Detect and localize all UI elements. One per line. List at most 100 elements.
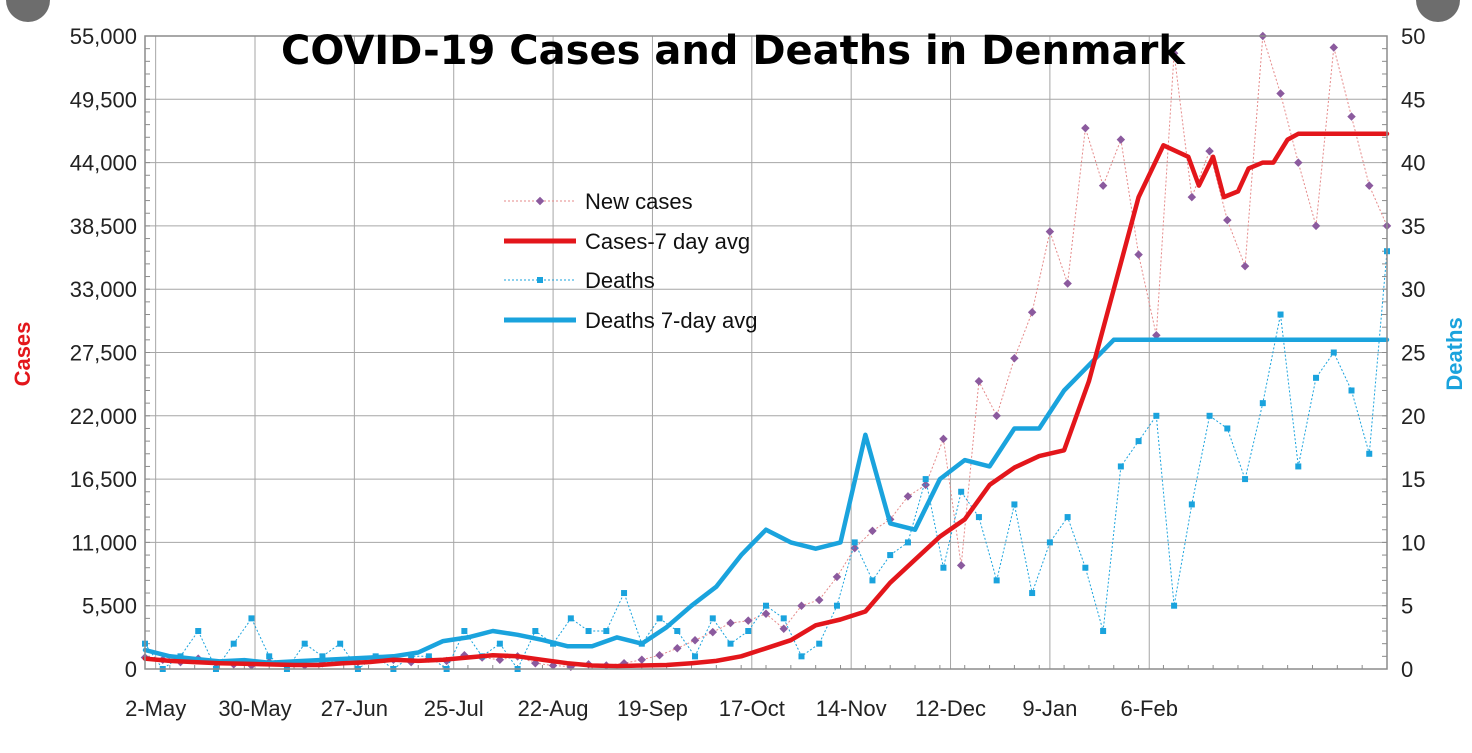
new-cases-point [1223,215,1232,225]
deaths-point [319,653,326,660]
y-left-tick-label: 38,500 [70,214,137,239]
new-cases-point [1134,250,1143,259]
window-corner-button-right[interactable] [1416,0,1460,22]
deaths-point [1011,501,1018,508]
y-right-tick-label: 50 [1401,24,1425,49]
x-tick-label: 9-Jan [1022,696,1077,721]
x-tick-label: 30-May [218,696,291,721]
deaths-point [656,615,663,622]
new-cases-point [832,572,842,582]
y-axis-left-label: Cases [10,322,35,387]
deaths-point [709,615,716,622]
y-right-tick-label: 10 [1401,530,1425,555]
deaths-point [1277,311,1284,318]
deaths-point [887,552,894,559]
deaths-point [833,602,840,609]
y-axis-right-label: Deaths [1442,317,1467,390]
y-left-tick-label: 22,000 [70,404,137,429]
deaths-point [1330,349,1337,356]
y-right-tick-label: 5 [1401,594,1413,619]
new-cases-point [1081,123,1090,133]
x-tick-label: 14-Nov [816,696,887,721]
deaths-point [1153,412,1160,419]
deaths-point [1295,463,1302,470]
y-left-tick-label: 27,500 [70,341,137,366]
deaths-point [1188,501,1195,508]
y-left-tick-label: 5,500 [82,594,137,619]
legend-label-cases-avg: Cases-7 day avg [585,229,750,254]
new-cases-point [1276,89,1285,98]
new-cases-point [797,601,806,610]
tick-labels: 0 0 5,500 5 11,000 10 16,500 15 22,000 20 27,500 25… [70,24,1426,721]
chart-title: COVID-19 Cases and Deaths in Denmark [281,28,1186,74]
deaths-point [1171,602,1178,609]
y-left-tick-label: 33,000 [70,277,137,302]
deaths-point [496,640,503,647]
deaths-point [248,615,255,622]
legend-label-deaths: Deaths [585,268,655,293]
new-cases-point [673,644,682,653]
deaths-point [1259,400,1266,407]
x-tick-label: 17-Oct [719,696,785,721]
new-cases-point [1187,192,1197,202]
new-cases-point [1365,181,1374,190]
new-cases-point [690,635,700,645]
deaths-point [230,640,237,647]
deaths-point [940,564,947,571]
new-cases-point [779,624,788,633]
y-left-tick-label: 11,000 [71,530,137,555]
new-cases-point [1045,227,1055,236]
deaths-point [337,640,344,647]
new-cases-point [1294,158,1303,167]
new-cases-point [868,526,877,536]
new-cases-point [1240,261,1250,271]
deaths-point [816,640,823,647]
new-cases-point [637,655,647,665]
y-right-tick-label: 30 [1401,277,1425,302]
deaths-point [532,628,539,635]
x-tick-label: 19-Sep [617,696,688,721]
deaths-point [461,628,468,635]
deaths-point [1135,438,1142,445]
new-cases-point [921,480,930,490]
new-cases-point [974,377,984,386]
new-cases-point [708,627,718,637]
y-left-tick-label: 44,000 [70,151,137,176]
x-tick-label: 27-Jun [321,696,388,721]
y-right-tick-label: 15 [1401,467,1425,492]
y-right-tick-label: 35 [1401,214,1425,239]
deaths-point [904,539,911,546]
deaths-point [1029,590,1036,597]
y-right-tick-label: 45 [1401,87,1425,112]
deaths-point [958,488,965,495]
deaths-point [763,602,769,609]
deaths-point [1366,450,1373,457]
deaths-point [1064,514,1071,521]
new-cases-point [1311,221,1321,231]
deaths-point [1313,374,1320,381]
deaths-point [1242,476,1249,483]
y-right-tick-label: 40 [1401,151,1425,176]
y-left-tick-label: 49,500 [70,87,137,112]
x-tick-label: 25-Jul [424,696,484,721]
y-right-tick-label: 25 [1401,341,1425,366]
deaths-point [851,539,858,546]
deaths-point [1082,564,1089,571]
y-right-tick-label: 0 [1401,657,1413,682]
new-cases-point [903,492,913,501]
deaths-point [869,577,876,584]
new-cases-point [1205,146,1214,156]
new-cases-point [850,543,859,553]
y-right-tick-label: 20 [1401,404,1425,429]
new-cases-point [1063,279,1072,288]
deaths-point [301,640,308,647]
deaths-point [567,615,574,622]
deaths-point [408,653,415,660]
gridlines [145,36,1387,669]
series-cases-7day-avg [142,131,1390,669]
window-corner-button-left[interactable] [6,0,50,22]
legend: New cases Cases-7 day avg Deaths Deaths … [504,189,757,333]
new-cases-point [1027,307,1037,317]
new-cases-point [1010,354,1019,363]
